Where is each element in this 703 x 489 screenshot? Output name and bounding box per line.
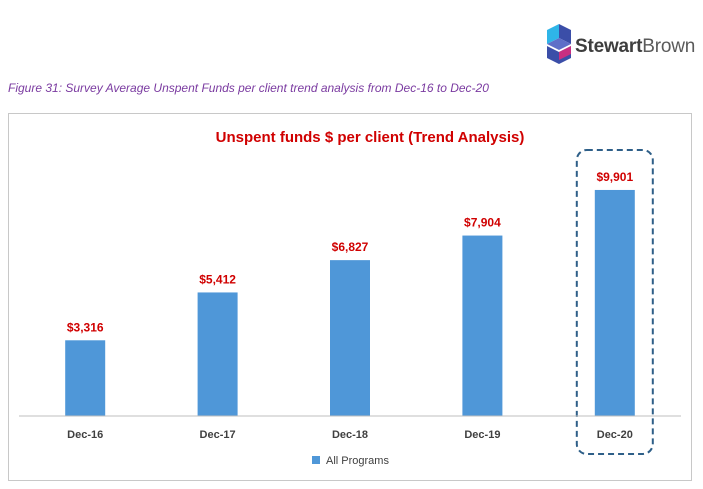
stewartbrown-logo-icon [547,24,571,64]
bar-dec-17 [197,292,238,416]
x-tick-label: Dec-20 [597,429,633,441]
legend-label: All Programs [326,455,389,467]
figure-caption: Figure 31: Survey Average Unspent Funds … [8,81,489,95]
data-label: $5,412 [199,272,236,286]
bar-chart: Unspent funds $ per client (Trend Analys… [19,129,681,467]
chart-title: Unspent funds $ per client (Trend Analys… [216,129,525,146]
x-tick-label: Dec-19 [464,429,500,441]
logo-wordmark: StewartBrown [575,36,695,58]
bar-dec-18 [330,260,370,416]
data-label: $7,904 [464,216,501,230]
bar-dec-20 [594,189,635,416]
bar-dec-19 [462,235,503,416]
x-tick-label: Dec-17 [200,429,236,441]
highlight-box [575,148,654,455]
x-tick-label: Dec-18 [332,429,368,441]
logo-word-light: Brown [642,36,696,57]
legend-swatch [312,456,320,464]
chart-frame: Unspent funds $ per client (Trend Analys… [8,113,692,481]
x-tick-label: Dec-16 [67,429,103,441]
logo-word-bold: Stewart [575,36,643,57]
stewartbrown-logo: StewartBrown [545,22,695,66]
bar-dec-16 [65,340,106,416]
data-label: $3,316 [67,320,104,334]
data-label: $6,827 [332,240,369,254]
data-label: $9,901 [596,170,633,184]
